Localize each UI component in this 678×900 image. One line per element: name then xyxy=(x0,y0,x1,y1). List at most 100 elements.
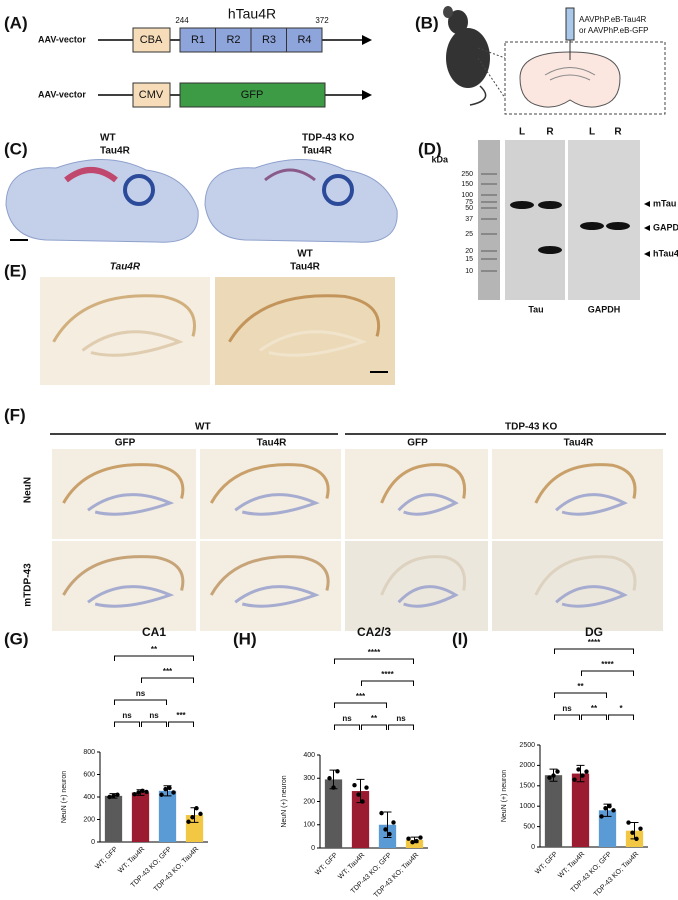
bar xyxy=(158,790,177,842)
condition-label: WT xyxy=(297,249,313,260)
dentate-gyrus xyxy=(397,585,459,608)
injection-label: AAVPhP.eB-Tau4R xyxy=(579,15,647,24)
y-tick-label: 600 xyxy=(83,771,95,778)
bar xyxy=(104,795,123,842)
panel-label: (H) xyxy=(233,629,257,648)
promoter-label: CBA xyxy=(140,34,163,46)
hippocampus-stain xyxy=(264,168,316,182)
y-tick-label: 200 xyxy=(303,798,315,805)
vector-label: AAV-vector xyxy=(38,89,86,99)
data-point xyxy=(391,820,396,825)
bar xyxy=(598,810,617,847)
band-label: mTau xyxy=(653,198,676,208)
data-point xyxy=(190,815,195,820)
histology-image xyxy=(492,449,663,539)
repeat-label: R4 xyxy=(297,34,311,46)
y-tick-label: 200 xyxy=(83,816,95,823)
chart-title: DG xyxy=(585,625,603,639)
y-axis-label: NeuN (+) neuron xyxy=(281,775,288,827)
panel-label: (B) xyxy=(415,13,439,32)
lane-label: R xyxy=(546,127,554,138)
panel-label: (G) xyxy=(4,629,29,648)
construct-name: hTau4R xyxy=(228,6,276,22)
ladder-band xyxy=(481,173,497,175)
y-axis-label: NeuN (+) neuron xyxy=(501,770,508,822)
ladder-label: 15 xyxy=(465,256,473,263)
blot-gapdh xyxy=(568,140,640,300)
band-arrow xyxy=(644,225,650,231)
ca-layer xyxy=(534,555,637,596)
ladder-label: 20 xyxy=(465,248,473,255)
repeat-label: R2 xyxy=(226,34,240,46)
ca-layer xyxy=(380,555,467,596)
ca-layer xyxy=(534,463,637,504)
chart-title: CA2/3 xyxy=(357,625,391,639)
data-point xyxy=(584,769,589,774)
blot-band xyxy=(606,222,630,230)
significance-label: ns xyxy=(136,689,146,698)
significance-bracket xyxy=(114,699,167,705)
significance-label: **** xyxy=(368,648,381,657)
significance-label: **** xyxy=(601,660,614,669)
significance-label: *** xyxy=(176,711,186,720)
y-tick-label: 300 xyxy=(303,775,315,782)
data-point xyxy=(572,777,577,782)
ca-layer xyxy=(209,463,330,504)
error-bar xyxy=(576,764,585,783)
y-tick-label: 400 xyxy=(303,752,315,759)
callout-box xyxy=(504,41,666,115)
significance-bracket xyxy=(554,692,607,698)
data-point xyxy=(406,836,411,841)
lane-label: R xyxy=(614,127,622,138)
data-point xyxy=(410,839,415,845)
data-point xyxy=(383,827,388,832)
repeat-box xyxy=(250,27,287,53)
condition-label: Tau4R xyxy=(110,262,141,273)
condition-label: Tau4R xyxy=(302,146,333,157)
significance-label: ** xyxy=(151,645,158,654)
lane-label: L xyxy=(589,127,595,138)
callout-lines xyxy=(477,47,506,99)
y-tick-label: 0 xyxy=(91,839,95,846)
data-point xyxy=(418,835,423,840)
dentate-gyrus xyxy=(81,330,184,357)
significance-bracket xyxy=(141,721,167,727)
dentate-gyrus xyxy=(87,585,175,608)
data-point xyxy=(638,826,643,831)
row-label: mTDP-43 xyxy=(23,563,34,607)
panel-label: (F) xyxy=(4,405,26,424)
condition-label: WT xyxy=(100,133,116,144)
data-point xyxy=(144,789,149,795)
bar xyxy=(544,775,563,847)
repeat-label: R1 xyxy=(191,34,205,46)
band-arrow xyxy=(644,201,650,207)
row-label: NeuN xyxy=(23,477,34,503)
y-tick-label: 2500 xyxy=(519,742,535,749)
repeat-box xyxy=(215,27,252,53)
data-point xyxy=(140,788,145,794)
promoter-box xyxy=(132,27,171,53)
data-point xyxy=(115,792,120,797)
ca-layer xyxy=(209,555,330,596)
arrow-head xyxy=(362,35,372,45)
data-point xyxy=(194,806,199,811)
panel-label: (A) xyxy=(4,13,28,32)
y-tick-label: 0 xyxy=(531,844,535,851)
dentate-gyrus xyxy=(555,585,628,608)
data-point xyxy=(331,785,336,790)
ladder-label: 37 xyxy=(465,216,473,223)
data-point xyxy=(634,836,639,842)
panel-label: (I) xyxy=(452,629,468,648)
bar xyxy=(571,773,590,847)
significance-label: **** xyxy=(381,670,394,679)
blot-band xyxy=(538,201,562,209)
significance-label: ** xyxy=(371,714,378,723)
group-label: TDP-43 KO xyxy=(505,422,557,433)
blot-band xyxy=(538,246,562,254)
data-point xyxy=(379,810,384,816)
data-point xyxy=(603,806,608,811)
injection-label: or AAVPhP.eB-GFP xyxy=(579,26,649,35)
data-point xyxy=(576,767,581,772)
significance-bracket xyxy=(168,721,194,727)
brain-hippocampus xyxy=(544,67,596,81)
